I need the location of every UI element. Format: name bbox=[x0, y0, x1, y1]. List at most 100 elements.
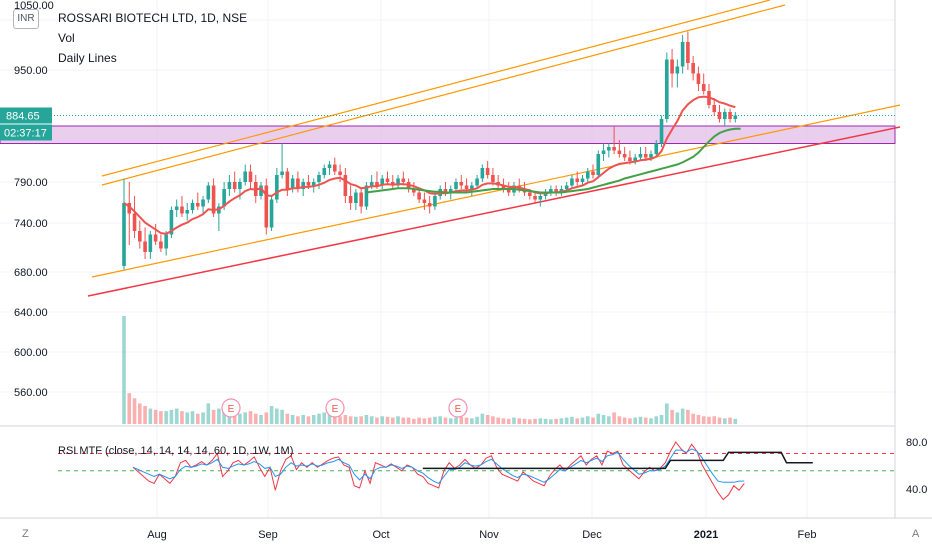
y-tick-label: 560.00 bbox=[14, 387, 48, 399]
volume-bar bbox=[148, 408, 153, 424]
candle bbox=[475, 175, 479, 189]
volume-bar bbox=[369, 416, 374, 424]
candle-body bbox=[185, 210, 190, 214]
candle bbox=[317, 171, 321, 189]
candle-body bbox=[691, 63, 695, 74]
candle-body bbox=[238, 182, 242, 189]
candle bbox=[190, 199, 195, 214]
volume-bar bbox=[733, 418, 738, 424]
volume-bar bbox=[517, 418, 522, 424]
volume-bar bbox=[580, 417, 585, 424]
volume-bar bbox=[722, 418, 727, 424]
volume-bar bbox=[138, 403, 142, 424]
candle bbox=[638, 147, 643, 161]
volume-bar bbox=[659, 415, 664, 424]
candle-body bbox=[322, 168, 327, 175]
volume-bar bbox=[454, 417, 458, 424]
currency-button[interactable]: INR bbox=[13, 9, 39, 29]
candle-body bbox=[506, 189, 511, 193]
volume-bar bbox=[201, 412, 205, 424]
candle bbox=[148, 231, 153, 259]
candle bbox=[364, 182, 369, 210]
candle bbox=[670, 49, 674, 88]
candle-body bbox=[654, 143, 659, 154]
volume-bar bbox=[232, 412, 237, 424]
volume-bar bbox=[654, 416, 659, 424]
volume-bar bbox=[222, 409, 226, 424]
auto-scale-icon[interactable]: A bbox=[912, 528, 920, 540]
volume-bar bbox=[501, 418, 506, 424]
volume-bar bbox=[670, 409, 674, 424]
volume-bar bbox=[649, 418, 653, 424]
legend-vol[interactable]: Vol bbox=[58, 31, 75, 45]
candle bbox=[559, 185, 564, 196]
volume-bar bbox=[480, 413, 485, 424]
candle bbox=[195, 192, 200, 210]
candle-body bbox=[227, 182, 232, 189]
candle-body bbox=[470, 185, 474, 189]
candle-body bbox=[543, 192, 548, 196]
volume-bar bbox=[506, 418, 511, 424]
volume-bar bbox=[375, 417, 379, 424]
candle bbox=[612, 126, 616, 154]
candle-body bbox=[570, 178, 574, 186]
volume-bar bbox=[122, 316, 126, 424]
candle-body bbox=[132, 213, 137, 231]
volume-bar bbox=[643, 417, 648, 424]
x-tick-label: Dec bbox=[582, 529, 602, 541]
earnings-label: E bbox=[332, 404, 339, 415]
candle-body bbox=[580, 178, 585, 182]
price-badge-bg bbox=[0, 107, 52, 124]
candle bbox=[543, 189, 548, 200]
candle bbox=[338, 164, 342, 182]
volume-bar bbox=[238, 413, 242, 424]
candle bbox=[591, 164, 595, 179]
candle bbox=[459, 175, 464, 189]
volume-bar bbox=[280, 409, 284, 424]
volume-bar bbox=[475, 416, 479, 424]
candle-body bbox=[527, 192, 532, 196]
volume-bar bbox=[585, 416, 590, 424]
candle-body bbox=[480, 168, 485, 179]
candle bbox=[607, 143, 611, 158]
rsi-daily-line bbox=[132, 441, 745, 501]
candle bbox=[275, 168, 279, 203]
legend-daily-lines[interactable]: Daily Lines bbox=[58, 51, 117, 65]
candle bbox=[280, 143, 284, 179]
candle-body bbox=[206, 185, 211, 200]
volume-bar bbox=[554, 418, 558, 424]
candle bbox=[248, 164, 253, 189]
ema-slow-line bbox=[366, 127, 741, 194]
volume-bar bbox=[470, 418, 474, 424]
candle-body bbox=[317, 175, 321, 182]
candle-body bbox=[659, 119, 664, 144]
candle-body bbox=[485, 168, 490, 175]
candle-body bbox=[448, 189, 453, 193]
volume-bar bbox=[522, 418, 527, 424]
volume-bar bbox=[169, 409, 174, 424]
candle bbox=[485, 161, 490, 179]
candle-body bbox=[343, 175, 348, 196]
candle-body bbox=[607, 147, 611, 151]
candle bbox=[480, 164, 485, 182]
volume-bar bbox=[412, 418, 416, 424]
candle-body bbox=[201, 199, 205, 207]
candle-body bbox=[364, 185, 369, 207]
earnings-label: E bbox=[455, 404, 462, 415]
candle bbox=[712, 98, 717, 116]
volume-bar bbox=[538, 418, 543, 424]
candle bbox=[174, 199, 179, 217]
x-tick-label: Feb bbox=[798, 529, 817, 541]
candle bbox=[201, 196, 205, 214]
volume-bar bbox=[533, 418, 537, 424]
volume-bar bbox=[180, 411, 184, 424]
volume-bar bbox=[570, 416, 574, 424]
zoom-icon[interactable]: Z bbox=[22, 528, 29, 540]
candle-body bbox=[380, 178, 385, 186]
volume-bar bbox=[527, 419, 532, 424]
candle-body bbox=[127, 203, 132, 214]
volume-bar bbox=[306, 416, 311, 424]
volume-bar bbox=[327, 413, 332, 424]
volume-bar bbox=[675, 412, 680, 424]
